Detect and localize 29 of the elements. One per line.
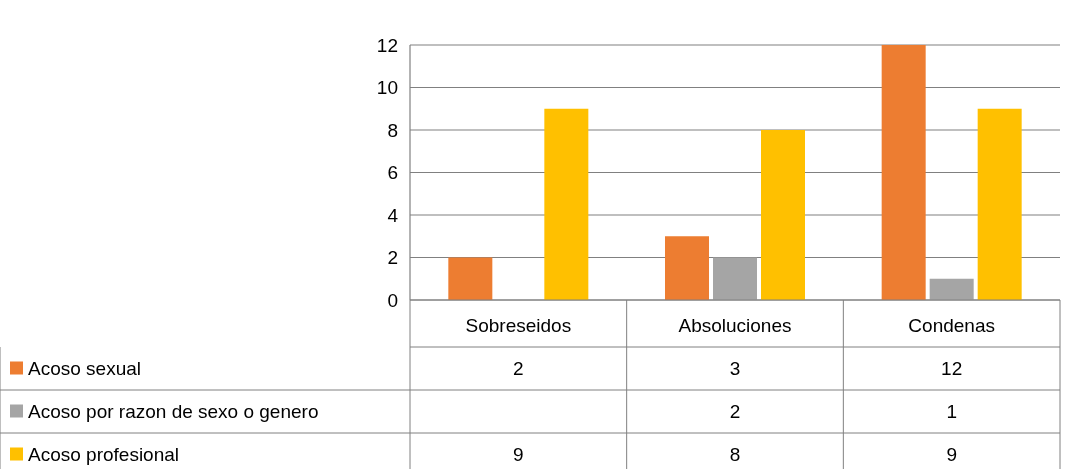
y-tick-label: 8	[387, 119, 398, 141]
data-label: 2	[513, 358, 524, 380]
data-label: 3	[729, 358, 741, 380]
bar	[761, 130, 805, 300]
data-label: 9	[946, 444, 957, 466]
bar	[929, 278, 974, 300]
data-label: 1	[946, 401, 957, 423]
data-label: 12	[941, 358, 963, 380]
bar	[713, 257, 757, 300]
y-tick-label: 10	[376, 77, 398, 99]
x-tick-label: Sobreseidos	[465, 315, 572, 337]
legend-label: Acoso sexual	[28, 358, 142, 380]
bar	[544, 108, 589, 300]
bar	[448, 257, 493, 300]
bar	[881, 45, 926, 300]
legend-label: Acoso por razon de sexo o genero	[28, 401, 319, 423]
data-label: 8	[729, 444, 741, 466]
legend-label: Acoso profesional	[28, 444, 180, 466]
bar	[977, 108, 1022, 300]
x-tick-label: Condenas	[908, 315, 995, 337]
y-tick-label: 2	[387, 247, 398, 269]
data-label: 2	[729, 401, 741, 423]
y-tick-label: 12	[376, 34, 398, 56]
y-tick-label: 0	[387, 289, 398, 311]
y-tick-label: 6	[387, 162, 398, 184]
data-label: 9	[513, 444, 524, 466]
x-tick-label: Absoluciones	[678, 315, 792, 337]
bar	[665, 236, 709, 300]
y-tick-label: 4	[387, 204, 399, 226]
